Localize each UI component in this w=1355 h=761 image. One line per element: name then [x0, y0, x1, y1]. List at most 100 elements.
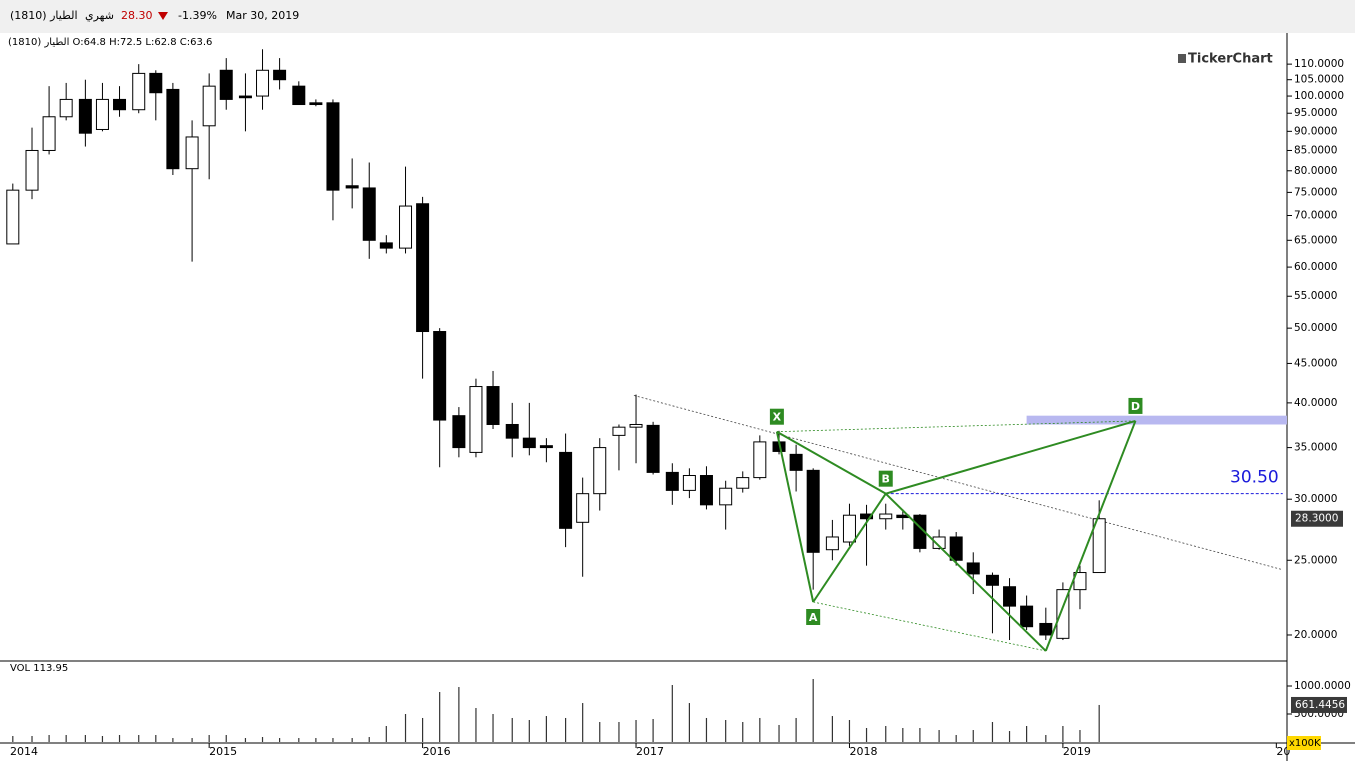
candle-body — [149, 72, 163, 94]
candle-body — [238, 95, 252, 99]
pattern-label-box — [769, 408, 784, 425]
y-tick-label: 85.0000 — [1294, 144, 1337, 156]
candle-body — [966, 562, 980, 575]
pattern-label: X — [773, 411, 782, 424]
candle-body — [1039, 622, 1053, 636]
level-label: 30.50 — [1230, 468, 1279, 488]
brand-icon — [1178, 54, 1186, 63]
pattern-label-box — [878, 470, 893, 487]
pattern-leg — [775, 431, 815, 603]
candle-body — [202, 85, 216, 127]
y-tick-label: 100.0000 — [1294, 90, 1344, 102]
candle-body — [25, 149, 39, 191]
last-price: 28.30 — [121, 9, 153, 22]
candle-body — [985, 574, 999, 586]
candle-body — [719, 487, 733, 506]
pattern-leg — [885, 492, 1047, 652]
candle-body — [95, 98, 109, 130]
candle-body — [593, 447, 607, 495]
candle-body — [1092, 518, 1106, 574]
pattern-label-box — [1128, 397, 1143, 414]
candle-body — [1003, 586, 1017, 607]
candle-body — [469, 386, 483, 453]
y-tick-label: 40.0000 — [1294, 397, 1337, 409]
candle-body — [699, 475, 713, 506]
candle-body — [416, 203, 430, 333]
x-tick-label: 2015 — [209, 745, 237, 758]
candle-body — [452, 415, 466, 449]
candle-body — [309, 102, 323, 106]
pattern-label: B — [882, 473, 890, 486]
volume-tag — [1291, 696, 1347, 713]
candle-body — [486, 386, 500, 425]
candle-body — [736, 477, 750, 489]
candle-body — [629, 423, 643, 428]
unit-box — [1287, 736, 1321, 750]
x-tick-label: 2019 — [1063, 745, 1091, 758]
candle-body — [932, 536, 946, 549]
y-tick-label: 20.0000 — [1294, 629, 1337, 641]
y-tick-label: 80.0000 — [1294, 165, 1337, 177]
y-tick-label: 90.0000 — [1294, 125, 1337, 137]
price-tag — [1291, 510, 1343, 527]
candle-body — [345, 185, 359, 189]
candle-body — [1020, 605, 1034, 628]
brand: TickerChart — [1188, 52, 1273, 67]
candle-body — [433, 331, 447, 421]
y-tick-label: 30.0000 — [1294, 493, 1337, 505]
target-zone — [1026, 415, 1287, 425]
y-tick-label: 110.0000 — [1294, 58, 1344, 70]
down-arrow — [158, 12, 168, 20]
candle-body — [362, 187, 376, 241]
candle-body — [42, 116, 56, 151]
candle-body — [646, 424, 660, 473]
x-tick-label: 2018 — [849, 745, 877, 758]
x-tick-label: 2017 — [636, 745, 664, 758]
candle-body — [219, 69, 233, 100]
period: شهري — [85, 9, 114, 22]
candle-body — [113, 98, 127, 111]
candle-body — [505, 423, 519, 439]
volume-tag-label: 661.4456 — [1295, 699, 1345, 711]
candle-body — [59, 98, 73, 118]
header-bar — [0, 0, 1355, 33]
y-tick-label: 95.0000 — [1294, 107, 1337, 119]
symbol: الطيار (1810) — [10, 9, 78, 22]
pattern-leg — [885, 419, 1136, 495]
ohlc-text: الطيار (1810) O:64.8 H:72.5 L:62.8 C:63.… — [8, 37, 212, 48]
candle-body — [682, 475, 696, 491]
y-tick-label: 50.0000 — [1294, 322, 1337, 334]
pattern-guide — [813, 601, 1046, 652]
candle-body — [860, 513, 874, 520]
candle-body — [753, 441, 767, 479]
candle-body — [326, 102, 340, 191]
candle-body — [379, 242, 393, 249]
candle-body — [665, 471, 679, 491]
pattern-label: D — [1131, 400, 1140, 413]
candle-body — [612, 426, 626, 436]
candle-body — [842, 514, 856, 543]
y-tick-label: 105.0000 — [1294, 74, 1344, 86]
candle-body — [6, 189, 20, 245]
candle-body — [806, 469, 820, 553]
pattern-leg — [776, 430, 887, 495]
y-tick-label: 65.0000 — [1294, 234, 1337, 246]
x-tick-label: 20 — [1276, 745, 1290, 758]
candle-body — [78, 98, 92, 134]
pattern-leg — [812, 493, 887, 603]
price-tag-label: 28.3000 — [1295, 513, 1338, 525]
candle-body — [132, 72, 146, 111]
x-tick-label: 2016 — [423, 745, 451, 758]
y-tick-label: 25.0000 — [1294, 554, 1337, 566]
volume-title: VOL 113.95 — [10, 663, 68, 674]
candle-body — [949, 536, 963, 561]
candle-body — [399, 205, 413, 249]
unit-label: x100K — [1289, 738, 1321, 749]
y-tick-label: 55.0000 — [1294, 290, 1337, 302]
x-tick-label: 2014 — [10, 745, 38, 758]
candle-body — [559, 451, 573, 529]
candle-body — [256, 69, 270, 97]
date: Mar 30, 2019 — [226, 9, 299, 22]
candle-body — [166, 88, 180, 170]
